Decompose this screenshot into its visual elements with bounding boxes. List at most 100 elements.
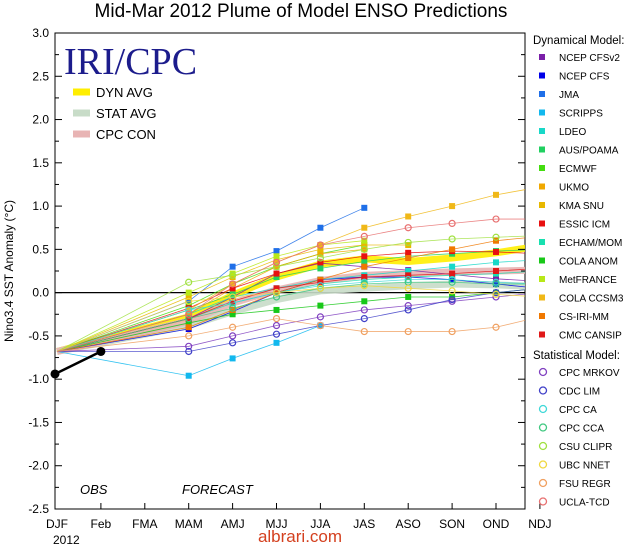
series-point-cs-iri-mm <box>361 263 368 270</box>
chart-marks <box>55 189 543 379</box>
chart-title: Mid-Mar 2012 Plume of Model ENSO Predict… <box>95 1 508 22</box>
x-tick-label: OND <box>483 517 510 531</box>
y-tick-label: 1.5 <box>32 156 49 170</box>
series-point-ldeo <box>405 268 412 274</box>
series-line-cs-iri-mm <box>56 237 525 352</box>
series-point-essic-icm <box>405 249 412 256</box>
observed-point <box>50 369 60 379</box>
x-tick-label: Feb <box>91 517 112 531</box>
legend-swatch-ncep-cfs <box>539 72 545 79</box>
legend-label-cola-ccsm3: COLA CCSM3 <box>559 294 624 305</box>
series-line-metfrance <box>56 240 365 352</box>
legend-swatch-ldeo <box>539 128 545 134</box>
series-line-csu-clipr <box>56 235 525 352</box>
series-point-cpc-cca <box>272 293 281 301</box>
legend-swatch-cpc-mrkov <box>538 367 548 377</box>
series-point-kma-snu <box>229 274 236 281</box>
series-point-cs-iri-mm <box>405 255 412 262</box>
series-point-cpc-mrkov <box>316 313 324 321</box>
series-point-cola-anom <box>537 285 543 291</box>
series-point-ubc-nnet <box>185 297 193 305</box>
series-line-ncep-cfs <box>56 276 525 352</box>
legend-label-cpc-mrkov: CPC MRKOV <box>559 368 620 379</box>
series-point-ubc-nnet <box>448 287 456 295</box>
series-point-ucla-tcd <box>316 241 324 249</box>
series-point-ldeo <box>449 263 456 270</box>
series-line-essic-icm <box>56 250 525 352</box>
observed-line <box>55 350 102 376</box>
series-point-ucla-tcd <box>185 310 193 318</box>
series-point-ubc-nnet <box>272 289 281 297</box>
series-point-metfrance <box>229 270 236 277</box>
series-point-cmc-cansip <box>537 265 543 271</box>
series-point-cdc-lim <box>448 295 456 304</box>
series-point-fsu-regr <box>185 332 193 340</box>
series-point-fsu-regr <box>316 321 324 330</box>
series-point-cola-anom <box>273 306 280 313</box>
x-tick-label: JAS <box>353 517 375 531</box>
legend-label-ncep-cfs: NCEP CFS <box>559 72 610 83</box>
series-point-cpc-ca <box>448 276 456 284</box>
dynamical-legend-header: Dynamical Model: <box>533 35 624 47</box>
series-line-aus-poama <box>56 249 525 352</box>
legend-label-aus-poama: AUS/POAMA <box>559 146 619 157</box>
legend-label-essic-icm: ESSIC ICM <box>559 220 610 231</box>
series-point-essic-icm <box>229 285 236 292</box>
series-point-cpc-cca <box>185 315 193 323</box>
series-point-cs-iri-mm <box>229 306 236 313</box>
avg-line-dyn-avg <box>56 244 525 355</box>
series-point-aus-poama <box>317 265 324 272</box>
series-point-cdc-lim <box>185 347 193 356</box>
series-point-cola-ccsm3 <box>449 203 456 210</box>
series-point-fsu-regr <box>360 327 368 336</box>
legend-swatch-ukmo <box>539 183 545 190</box>
series-point-cola-ccsm3 <box>493 191 499 198</box>
series-point-cola-ccsm3 <box>405 213 412 220</box>
legend-swatch-ubc-nnet <box>538 460 548 469</box>
legend-label-csu-clipr: CSU CLIPR <box>559 442 612 453</box>
x-tick-label: JJA <box>310 517 330 531</box>
series-point-jma <box>273 248 280 255</box>
legend-label-scripps: SCRIPPS <box>559 109 603 120</box>
series-point-cs-iri-mm <box>449 246 456 253</box>
series-point-cola-ccsm3 <box>361 224 368 231</box>
series-point-cpc-mrkov <box>360 306 368 314</box>
y-tick-label: -2.5 <box>28 502 49 516</box>
x-tick-label: AMJ <box>221 517 245 531</box>
series-point-kma-snu <box>185 293 192 300</box>
y-tick-label: 3.0 <box>32 26 49 40</box>
y-tick-label: -0.5 <box>28 329 49 343</box>
series-point-essic-icm <box>361 253 368 260</box>
series-point-metfrance <box>185 289 192 296</box>
series-point-cdc-lim <box>229 339 237 347</box>
series-point-csu-clipr <box>316 254 324 262</box>
avg-line-cpc-con <box>56 266 525 355</box>
forecast-label: FORECAST <box>182 482 254 497</box>
series-point-cola-anom <box>361 298 368 305</box>
x-tick-label: FMA <box>132 517 157 531</box>
series-point-cpc-ca <box>404 276 412 284</box>
legend-swatch-cmc-cansip <box>539 331 545 338</box>
series-point-csu-clipr <box>272 263 281 271</box>
series-point-essic-icm <box>317 259 324 266</box>
obs-label: OBS <box>80 482 108 497</box>
series-point-csu-clipr <box>360 245 368 253</box>
series-point-aus-poama <box>537 246 543 252</box>
axis-ticks: 3.0 2.5 2.0 1.5 1.0 0.5 0.0 -0.5 -1.0 -1.5 -2.0 -2.… <box>28 26 551 531</box>
series-point-kma-snu <box>317 246 324 253</box>
series-point-ubc-nnet <box>360 282 368 290</box>
series-point-cola-anom <box>229 311 236 318</box>
series-point-metfrance <box>273 253 280 260</box>
legend-label-kma-snu: KMA SNU <box>559 201 604 212</box>
series-point-cola-anom <box>317 302 324 309</box>
legend-swatch-cpc-cca <box>538 423 548 432</box>
x-tick-label: MJJ <box>266 517 288 531</box>
series-point-fsu-regr <box>229 323 237 331</box>
series-point-cpc-cca <box>448 278 456 286</box>
averages-legend: DYN AVG STAT AVG CPC CON <box>73 85 156 142</box>
series-point-jma <box>229 263 236 270</box>
legend-label-ubc-nnet: UBC NNET <box>559 461 610 472</box>
series-line-cpc-mrkov <box>56 293 525 352</box>
series-point-cmc-cansip <box>405 272 412 279</box>
series-point-scripps <box>229 355 236 362</box>
